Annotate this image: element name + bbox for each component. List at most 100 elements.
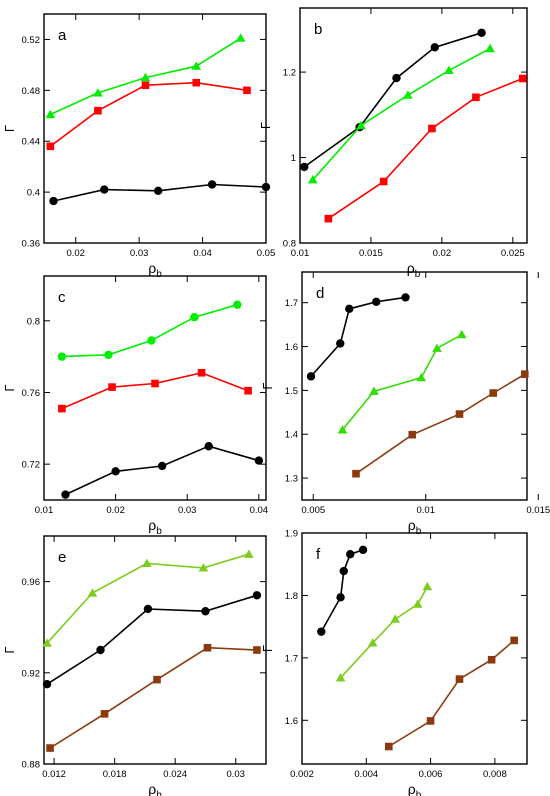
- x-axis-label: ρb: [148, 781, 162, 796]
- series-line: [312, 47, 491, 181]
- panel-label: c: [58, 289, 66, 306]
- series-line: [61, 303, 238, 358]
- x-tick-label: 0.025: [501, 248, 525, 259]
- data-point: [358, 545, 368, 555]
- data-point: [190, 313, 199, 322]
- x-tick-label: 0.01: [417, 505, 436, 516]
- data-point: [141, 81, 150, 90]
- x-axis-label: ρb: [148, 260, 162, 280]
- y-tick-label: 0.44: [22, 137, 41, 148]
- panel-label: f: [316, 546, 321, 563]
- series-line: [46, 553, 250, 644]
- data-point: [147, 336, 156, 345]
- y-tick-label: 0.48: [22, 86, 41, 97]
- data-point: [197, 368, 206, 377]
- x-axis-label: ρb: [407, 260, 421, 280]
- x-tick-label: 0.04: [193, 248, 212, 259]
- y-tick-label: 1.9: [285, 529, 298, 540]
- y-tick-label: 0.52: [22, 35, 41, 46]
- x-tick-label: 0.006: [419, 769, 443, 780]
- series-1: [57, 300, 242, 361]
- panel-c: 0.01 0.02 0.03 0.04 0.72 0.76 0.8 c ρb Γ: [2, 275, 268, 537]
- series-1: [300, 28, 486, 172]
- data-point: [352, 469, 360, 478]
- series-3: [384, 636, 518, 751]
- data-point: [432, 343, 442, 352]
- data-point: [104, 350, 113, 360]
- data-point: [93, 88, 103, 97]
- data-point: [252, 591, 262, 600]
- data-point: [335, 673, 346, 682]
- series-2: [307, 43, 495, 184]
- x-tick-label: 0.05: [257, 248, 276, 259]
- series-line: [320, 549, 364, 632]
- x-tick-label: 0.015: [526, 505, 550, 516]
- data-point: [153, 675, 161, 684]
- data-point: [392, 73, 401, 83]
- x-tick-label: 0.004: [354, 769, 378, 780]
- series-line: [65, 445, 260, 496]
- data-point: [401, 293, 410, 302]
- data-point: [428, 124, 436, 133]
- data-point: [191, 61, 202, 70]
- y-tick-label: 1.8: [285, 591, 298, 602]
- series-line: [303, 32, 482, 168]
- panel-label: e: [58, 549, 66, 566]
- data-point: [337, 425, 348, 434]
- data-point: [244, 386, 252, 395]
- y-tick-label: 0.72: [22, 460, 41, 471]
- y-axis-label: Γ: [260, 645, 275, 652]
- y-tick-label: 1.6: [285, 342, 298, 353]
- x-axis-label: ρb: [408, 517, 422, 537]
- data-point: [346, 550, 355, 559]
- data-point: [487, 655, 496, 664]
- data-point: [472, 93, 480, 102]
- data-point: [42, 680, 52, 689]
- data-point: [430, 43, 439, 52]
- data-point: [317, 627, 326, 636]
- data-point: [422, 581, 433, 591]
- data-point: [143, 604, 153, 614]
- data-point: [151, 379, 159, 388]
- panel-label: b: [314, 21, 322, 38]
- series-2: [42, 591, 262, 689]
- series-3: [61, 442, 264, 499]
- data-point: [372, 297, 381, 307]
- data-point: [201, 607, 210, 616]
- data-point: [416, 372, 427, 382]
- series-3: [352, 370, 529, 478]
- y-axis-label: Γ: [260, 382, 275, 389]
- data-point: [243, 86, 251, 95]
- x-tick-label: 0.03: [226, 769, 245, 780]
- plot-frame: [43, 13, 267, 244]
- y-tick-label: 1.6: [285, 716, 298, 727]
- data-point: [356, 120, 366, 130]
- x-tick-label: 0.03: [178, 505, 197, 516]
- series-line: [340, 586, 429, 679]
- data-point: [96, 645, 105, 655]
- data-point: [379, 177, 388, 186]
- y-tick-label: 0.4: [27, 188, 40, 199]
- x-tick-label: 0.002: [290, 769, 314, 780]
- plot-frame: [301, 532, 528, 765]
- data-point: [204, 442, 213, 451]
- data-point: [339, 566, 348, 576]
- data-point: [192, 78, 201, 87]
- panel-label: d: [316, 285, 324, 302]
- data-point: [233, 300, 242, 309]
- series-1: [45, 33, 246, 119]
- y-axis-label: Γ: [2, 125, 17, 132]
- data-point: [49, 196, 58, 206]
- series-1: [306, 293, 410, 381]
- data-point: [46, 744, 54, 752]
- data-point: [520, 370, 529, 378]
- x-tick-label: 0.02: [106, 505, 125, 516]
- series-3: [49, 180, 271, 206]
- data-point: [412, 599, 423, 608]
- x-tick-label: 0.01: [35, 505, 54, 516]
- series-line: [327, 77, 523, 220]
- x-tick-label: 0.024: [163, 769, 187, 780]
- series-line: [341, 333, 463, 431]
- y-tick-label: 0.88: [22, 760, 41, 771]
